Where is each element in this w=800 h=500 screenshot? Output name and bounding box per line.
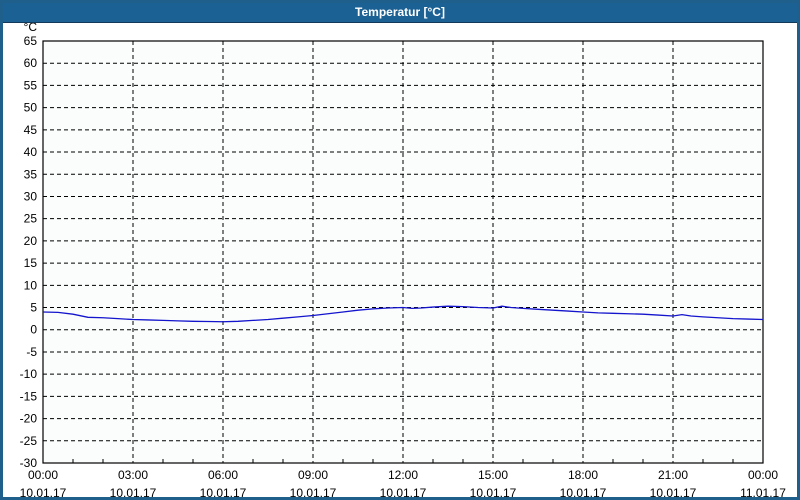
svg-text:10.01.17: 10.01.17 xyxy=(20,486,67,500)
svg-text:55: 55 xyxy=(24,78,38,92)
svg-text:15: 15 xyxy=(24,256,38,270)
svg-text:-25: -25 xyxy=(20,434,38,448)
svg-text:18:00: 18:00 xyxy=(568,468,598,482)
svg-text:20: 20 xyxy=(24,234,38,248)
svg-text:0: 0 xyxy=(30,323,37,337)
svg-text:65: 65 xyxy=(24,34,38,48)
svg-text:-20: -20 xyxy=(20,412,38,426)
svg-text:40: 40 xyxy=(24,145,38,159)
svg-text:-10: -10 xyxy=(20,367,38,381)
svg-text:15:00: 15:00 xyxy=(478,468,508,482)
svg-text:5: 5 xyxy=(30,301,37,315)
svg-text:12:00: 12:00 xyxy=(388,468,418,482)
svg-text:09:00: 09:00 xyxy=(298,468,328,482)
svg-text:06:00: 06:00 xyxy=(208,468,238,482)
svg-text:10.01.17: 10.01.17 xyxy=(380,486,427,500)
svg-text:10.01.17: 10.01.17 xyxy=(650,486,697,500)
svg-text:21:00: 21:00 xyxy=(658,468,688,482)
svg-text:00:00: 00:00 xyxy=(28,468,58,482)
svg-text:25: 25 xyxy=(24,212,38,226)
svg-text:10.01.17: 10.01.17 xyxy=(470,486,517,500)
svg-text:03:00: 03:00 xyxy=(118,468,148,482)
svg-text:10: 10 xyxy=(24,278,38,292)
svg-text:45: 45 xyxy=(24,123,38,137)
svg-text:10.01.17: 10.01.17 xyxy=(560,486,607,500)
svg-text:00:00: 00:00 xyxy=(748,468,778,482)
svg-text:50: 50 xyxy=(24,101,38,115)
svg-text:30: 30 xyxy=(24,189,38,203)
svg-text:10.01.17: 10.01.17 xyxy=(110,486,157,500)
svg-text:60: 60 xyxy=(24,56,38,70)
svg-text:10.01.17: 10.01.17 xyxy=(290,486,337,500)
svg-text:-15: -15 xyxy=(20,389,38,403)
svg-text:11.01.17: 11.01.17 xyxy=(740,486,786,500)
svg-text:35: 35 xyxy=(24,167,38,181)
svg-text:-5: -5 xyxy=(26,345,37,359)
svg-text:10.01.17: 10.01.17 xyxy=(200,486,247,500)
